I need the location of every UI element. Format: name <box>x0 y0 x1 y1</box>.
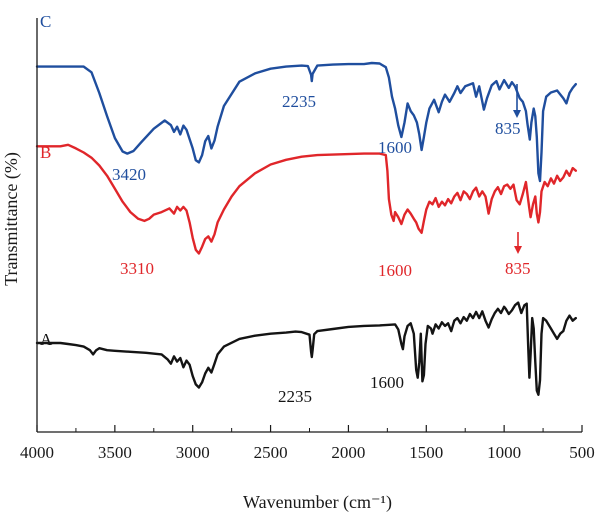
x-tick-label-1500: 1500 <box>409 443 443 462</box>
peak-label-b-1600: 1600 <box>378 261 412 280</box>
peak-label-a-1600: 1600 <box>370 373 404 392</box>
peak-label-b-3310: 3310 <box>120 259 154 278</box>
series-label-b: B <box>40 143 51 162</box>
series-a-line <box>35 301 577 396</box>
x-tick-label-1000: 1000 <box>487 443 521 462</box>
peak-arrow-head-c <box>513 110 521 118</box>
series-label-c: C <box>40 12 51 31</box>
x-ticks: 4000 3500 3000 2500 2000 1500 1000 500 <box>20 425 595 462</box>
peak-label-a-2235: 2235 <box>278 387 312 406</box>
series-label-a: A <box>40 330 53 349</box>
peak-label-c-2235: 2235 <box>282 92 316 111</box>
x-axis-title: Wavenumber (cm⁻¹) <box>243 492 392 513</box>
x-tick-label-2000: 2000 <box>331 443 365 462</box>
x-tick-label-500: 500 <box>569 443 595 462</box>
annotations-layer: C B A 3420 2235 1600 835 3310 1600 835 2235 1600 <box>40 12 531 406</box>
peak-arrow-head-b <box>514 246 522 254</box>
traces-layer <box>35 61 577 396</box>
axes-layer: 4000 3500 3000 2500 2000 1500 1000 500 <box>20 18 595 462</box>
y-axis-title: Transmittance (%) <box>1 152 22 286</box>
series-b-line <box>35 143 577 255</box>
series-c-line <box>35 61 577 183</box>
x-tick-label-2500: 2500 <box>254 443 288 462</box>
x-tick-label-3000: 3000 <box>176 443 210 462</box>
peak-label-c-3420: 3420 <box>112 165 146 184</box>
peak-label-c-835: 835 <box>495 119 521 138</box>
peak-label-b-835: 835 <box>505 259 531 278</box>
x-tick-label-3500: 3500 <box>98 443 132 462</box>
x-tick-label-4000: 4000 <box>20 443 54 462</box>
peak-label-c-1600: 1600 <box>378 138 412 157</box>
